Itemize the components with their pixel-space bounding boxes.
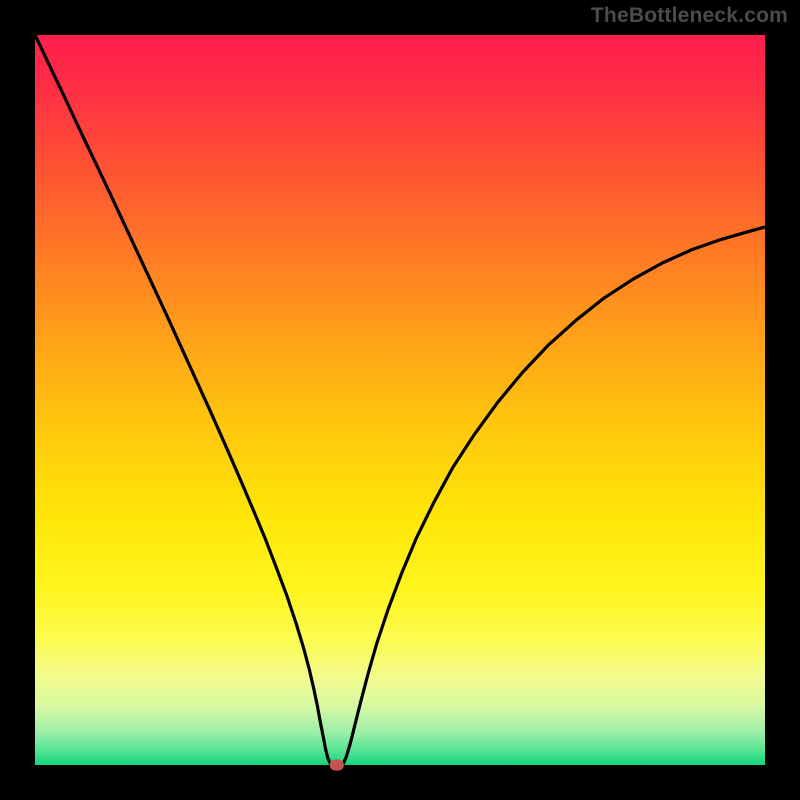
watermark-text: TheBottleneck.com (591, 4, 788, 28)
plot-background (35, 35, 765, 765)
chart-svg (0, 0, 800, 800)
minimum-marker (330, 760, 344, 771)
bottleneck-chart: TheBottleneck.com (0, 0, 800, 800)
